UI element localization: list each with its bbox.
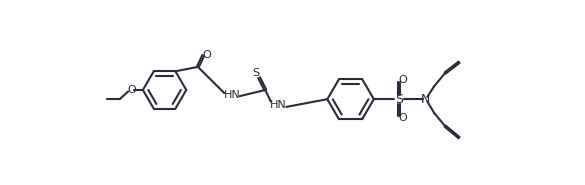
Text: N: N <box>421 93 431 106</box>
Text: S: S <box>253 68 260 78</box>
Text: O: O <box>398 75 407 85</box>
Text: HN: HN <box>223 90 240 100</box>
Text: S: S <box>395 93 402 106</box>
Text: HN: HN <box>270 100 287 110</box>
Text: O: O <box>398 113 407 123</box>
Text: O: O <box>127 85 136 95</box>
Text: O: O <box>202 50 211 60</box>
